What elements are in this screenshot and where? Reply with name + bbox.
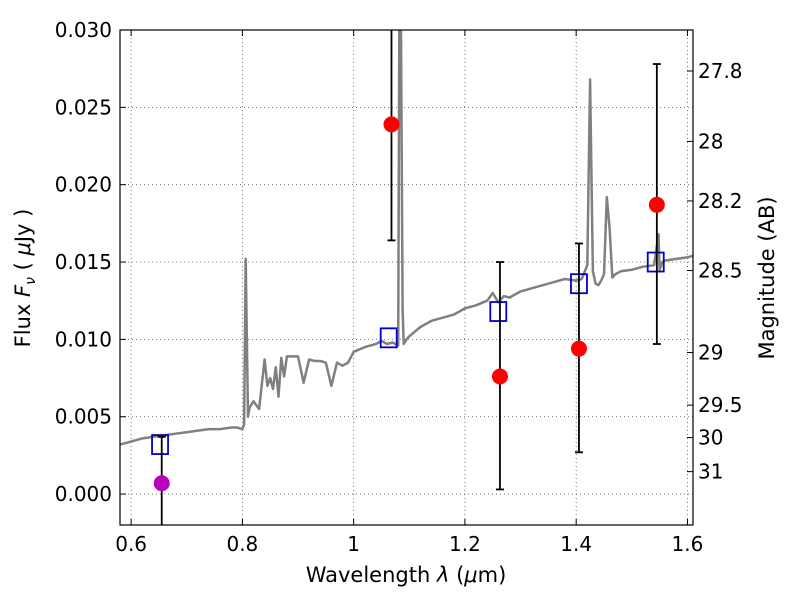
x-tick-label: 0.8 [226, 532, 258, 556]
y-tick-label: 0.000 [55, 482, 112, 506]
measured-point [648, 196, 665, 213]
y2-axis-label: Magnitude (AB) [755, 196, 779, 359]
non-detection-point [153, 475, 170, 492]
model-photometry-box [151, 434, 169, 455]
model-photometry-box [379, 327, 398, 349]
x-tick-label: 1.4 [560, 532, 592, 556]
x-tick-label: 1 [347, 532, 360, 556]
y2-tick-label: 30 [698, 426, 723, 450]
y-tick-label: 0.005 [55, 405, 112, 429]
measured-point [491, 368, 508, 385]
x-tick-label: 1.6 [672, 532, 704, 556]
y-tick-label: 0.030 [55, 18, 112, 42]
y-tick-label: 0.025 [55, 95, 112, 119]
measured-point [570, 340, 587, 357]
y-tick-label: 0.010 [55, 327, 112, 351]
y2-tick-label: 29.5 [698, 393, 743, 417]
y2-tick-label: 31 [698, 460, 723, 484]
y2-tick-label: 27.8 [698, 59, 743, 83]
y2-tick-label: 28 [698, 129, 723, 153]
x-tick-label: 0.6 [115, 532, 147, 556]
y-axis-label: Flux Fν ( μJy ) [11, 209, 39, 348]
y2-tick-label: 28.5 [698, 259, 743, 283]
x-tick-label: 1.2 [449, 532, 481, 556]
data-layer [120, 30, 693, 525]
y-tick-label: 0.020 [55, 173, 112, 197]
x-axis-label: Wavelength λ (μm) [306, 563, 507, 587]
y2-tick-label: 29 [698, 341, 723, 365]
model-spectrum-line [120, 30, 693, 446]
model-photometry-box [646, 251, 665, 273]
plot-frame [119, 29, 694, 526]
y2-tick-label: 28.2 [698, 189, 743, 213]
ticks: 0.6 0.8 1 1.2 1.4 1.6 0.000 0.005 0.010 0.015 0.02… [55, 18, 743, 556]
plot-background [120, 30, 693, 525]
y-tick-label: 0.015 [55, 250, 112, 274]
measured-point [383, 116, 400, 133]
model-photometry-box [489, 301, 508, 322]
